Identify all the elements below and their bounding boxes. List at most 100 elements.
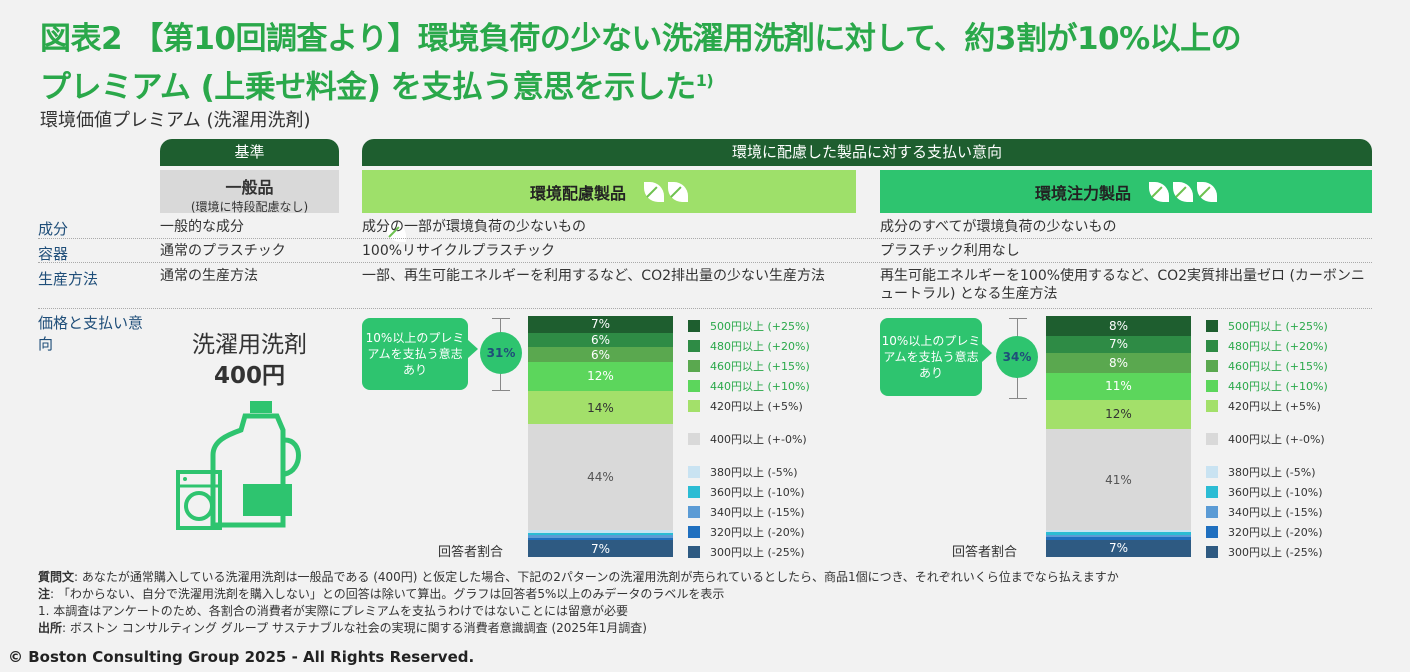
page-title: 図表2 【第10回調査より】環境負荷の少ない洗濯用洗剤に対して、約3割が10%以… — [40, 18, 1380, 108]
legend-swatch — [1206, 360, 1218, 372]
row-label-ingredients: 成分 — [38, 220, 69, 238]
copyright: © Boston Consulting Group 2025 - All Rig… — [8, 648, 475, 666]
notes: 質問文: あなたが通常購入している洗濯用洗剤は一般品である (400円) と仮定… — [38, 569, 1119, 637]
row-label-container: 容器 — [38, 245, 69, 263]
legend-swatch — [688, 400, 700, 412]
question-label: 質問文 — [38, 570, 75, 584]
legend-label: 480円以上 (+20%) — [1228, 340, 1328, 353]
legend-label: 320円以上 (-20%) — [1228, 526, 1323, 539]
subtitle: 環境価値プレミアム (洗濯用洗剤) — [40, 110, 311, 131]
row-divider — [38, 262, 1372, 263]
legend-item: 380円以上 (-5%) — [1206, 464, 1316, 480]
legend-swatch — [1206, 486, 1218, 498]
bar-segment: 7% — [528, 316, 673, 333]
segment-label: 12% — [587, 369, 614, 384]
legend-swatch — [688, 360, 700, 372]
legend-focus: 500円以上 (+25%) 480円以上 (+20%) 460円以上 (+15%) 4… — [1206, 316, 1366, 560]
bar-segment — [528, 537, 673, 541]
legend-swatch — [688, 320, 700, 332]
legend-label: 440円以上 (+10%) — [1228, 380, 1328, 393]
legend-item: 300円以上 (-25%) — [688, 544, 805, 560]
segment-label: 41% — [1105, 472, 1132, 487]
note-label: 注 — [38, 587, 51, 601]
segment-label: 7% — [590, 541, 611, 556]
leaf-icons — [1145, 181, 1217, 202]
stacked-bar-eco: 7% 6% 6% 12% 14% 44% 7% — [528, 316, 673, 557]
row-divider — [38, 238, 1372, 239]
legend-swatch — [1206, 340, 1218, 352]
bar-segment: 12% — [528, 361, 673, 391]
title-line-1: 図表2 【第10回調査より】環境負荷の少ない洗濯用洗剤に対して、約3割が10%以… — [40, 21, 1242, 57]
bracket-top — [492, 318, 510, 319]
premium-total-focus: 34% — [996, 336, 1038, 378]
legend-label: 460円以上 (+15%) — [1228, 360, 1328, 373]
legend-label: 300円以上 (-25%) — [710, 546, 805, 559]
legend-item: 420円以上 (+5%) — [688, 398, 803, 414]
segment-label: 7% — [1108, 541, 1129, 556]
bar-segment: 41% — [1046, 429, 1191, 530]
willingness-header: 環境に配慮した製品に対する支払い意向 — [362, 139, 1372, 166]
legend-swatch — [1206, 320, 1218, 332]
segment-label: 44% — [587, 470, 614, 485]
legend-swatch — [688, 486, 700, 498]
footnote-text: 1. 本調査はアンケートのため、各割合の消費者が実際にプレミアムを支払うわけでは… — [38, 604, 628, 618]
legend-swatch — [688, 526, 700, 538]
row-divider — [38, 308, 1372, 309]
callout-arrow — [982, 344, 992, 362]
legend-item: 500円以上 (+25%) — [688, 318, 810, 334]
legend-label: 360円以上 (-10%) — [710, 486, 805, 499]
premium-callout-focus: 10%以上のプレミアムを支払う意志あり — [880, 318, 982, 396]
title-line-2: プレミアム (上乗せ料金) を支払う意思を示した — [40, 69, 696, 106]
detergent-bottle-icon — [176, 401, 301, 530]
leaf-icon — [1149, 181, 1169, 202]
legend-label: 460円以上 (+15%) — [710, 360, 810, 373]
legend-label: 440円以上 (+10%) — [710, 380, 810, 393]
bar-segment: 6% — [528, 332, 673, 348]
legend-label: 320円以上 (-20%) — [710, 526, 805, 539]
legend-item: 480円以上 (+20%) — [688, 338, 810, 354]
bar-segment: 7% — [1046, 335, 1191, 353]
eco-container: 100%リサイクルプラスチック — [362, 243, 556, 259]
legend-swatch — [1206, 546, 1218, 558]
legend-item: 440円以上 (+10%) — [688, 378, 810, 394]
legend-item: 400円以上 (+-0%) — [688, 431, 807, 447]
legend-label: 300円以上 (-25%) — [1228, 546, 1323, 559]
bar-segment — [1046, 534, 1191, 538]
focus-production: 再生可能エネルギーを100%使用するなど、CO2実質排出量ゼロ (カーボンニュー… — [880, 268, 1365, 302]
general-product-header: 一般品 (環境に特段配慮なし) — [160, 170, 406, 242]
legend-item: 440円以上 (+10%) — [1206, 378, 1328, 394]
bracket-bottom — [1009, 398, 1027, 399]
legend-swatch — [688, 466, 700, 478]
legend-label: 340円以上 (-15%) — [1228, 506, 1323, 519]
leaf-icon — [1197, 181, 1217, 202]
legend-item: 480円以上 (+20%) — [1206, 338, 1328, 354]
bar-segment — [1046, 537, 1191, 540]
legend-swatch — [688, 433, 700, 445]
legend-swatch — [1206, 400, 1218, 412]
legend-item: 460円以上 (+15%) — [1206, 358, 1328, 374]
legend-label: 500円以上 (+25%) — [710, 320, 810, 333]
legend-item: 320円以上 (-20%) — [1206, 524, 1323, 540]
legend-swatch — [1206, 433, 1218, 445]
eco-production: 一部、再生可能エネルギーを利用するなど、CO2排出量の少ない生産方法 — [362, 268, 826, 284]
legend-swatch — [1206, 526, 1218, 538]
segment-label: 11% — [1105, 379, 1132, 394]
row-label-production: 生産方法 — [38, 270, 99, 288]
baseline-header: 基準 — [160, 139, 339, 166]
bracket-bottom — [492, 390, 510, 391]
segment-label: 8% — [1108, 355, 1129, 370]
legend-item: 420円以上 (+5%) — [1206, 398, 1321, 414]
legend-item: 340円以上 (-15%) — [1206, 504, 1323, 520]
question-text: : あなたが通常購入している洗濯用洗剤は一般品である (400円) と仮定した場… — [74, 570, 1119, 584]
legend-swatch — [1206, 466, 1218, 478]
premium-callout-eco: 10%以上のプレミアムを支払う意志あり — [362, 318, 468, 390]
legend-swatch — [688, 340, 700, 352]
eco-focus-product-header: 環境注力製品 — [880, 170, 1372, 213]
leaf-icon — [644, 181, 664, 202]
legend-item: 300円以上 (-25%) — [1206, 544, 1323, 560]
legend-item: 340円以上 (-15%) — [688, 504, 805, 520]
legend-item: 360円以上 (-10%) — [688, 484, 805, 500]
legend-label: 380円以上 (-5%) — [1228, 466, 1316, 479]
legend-swatch — [1206, 380, 1218, 392]
leaf-icon — [385, 221, 406, 242]
